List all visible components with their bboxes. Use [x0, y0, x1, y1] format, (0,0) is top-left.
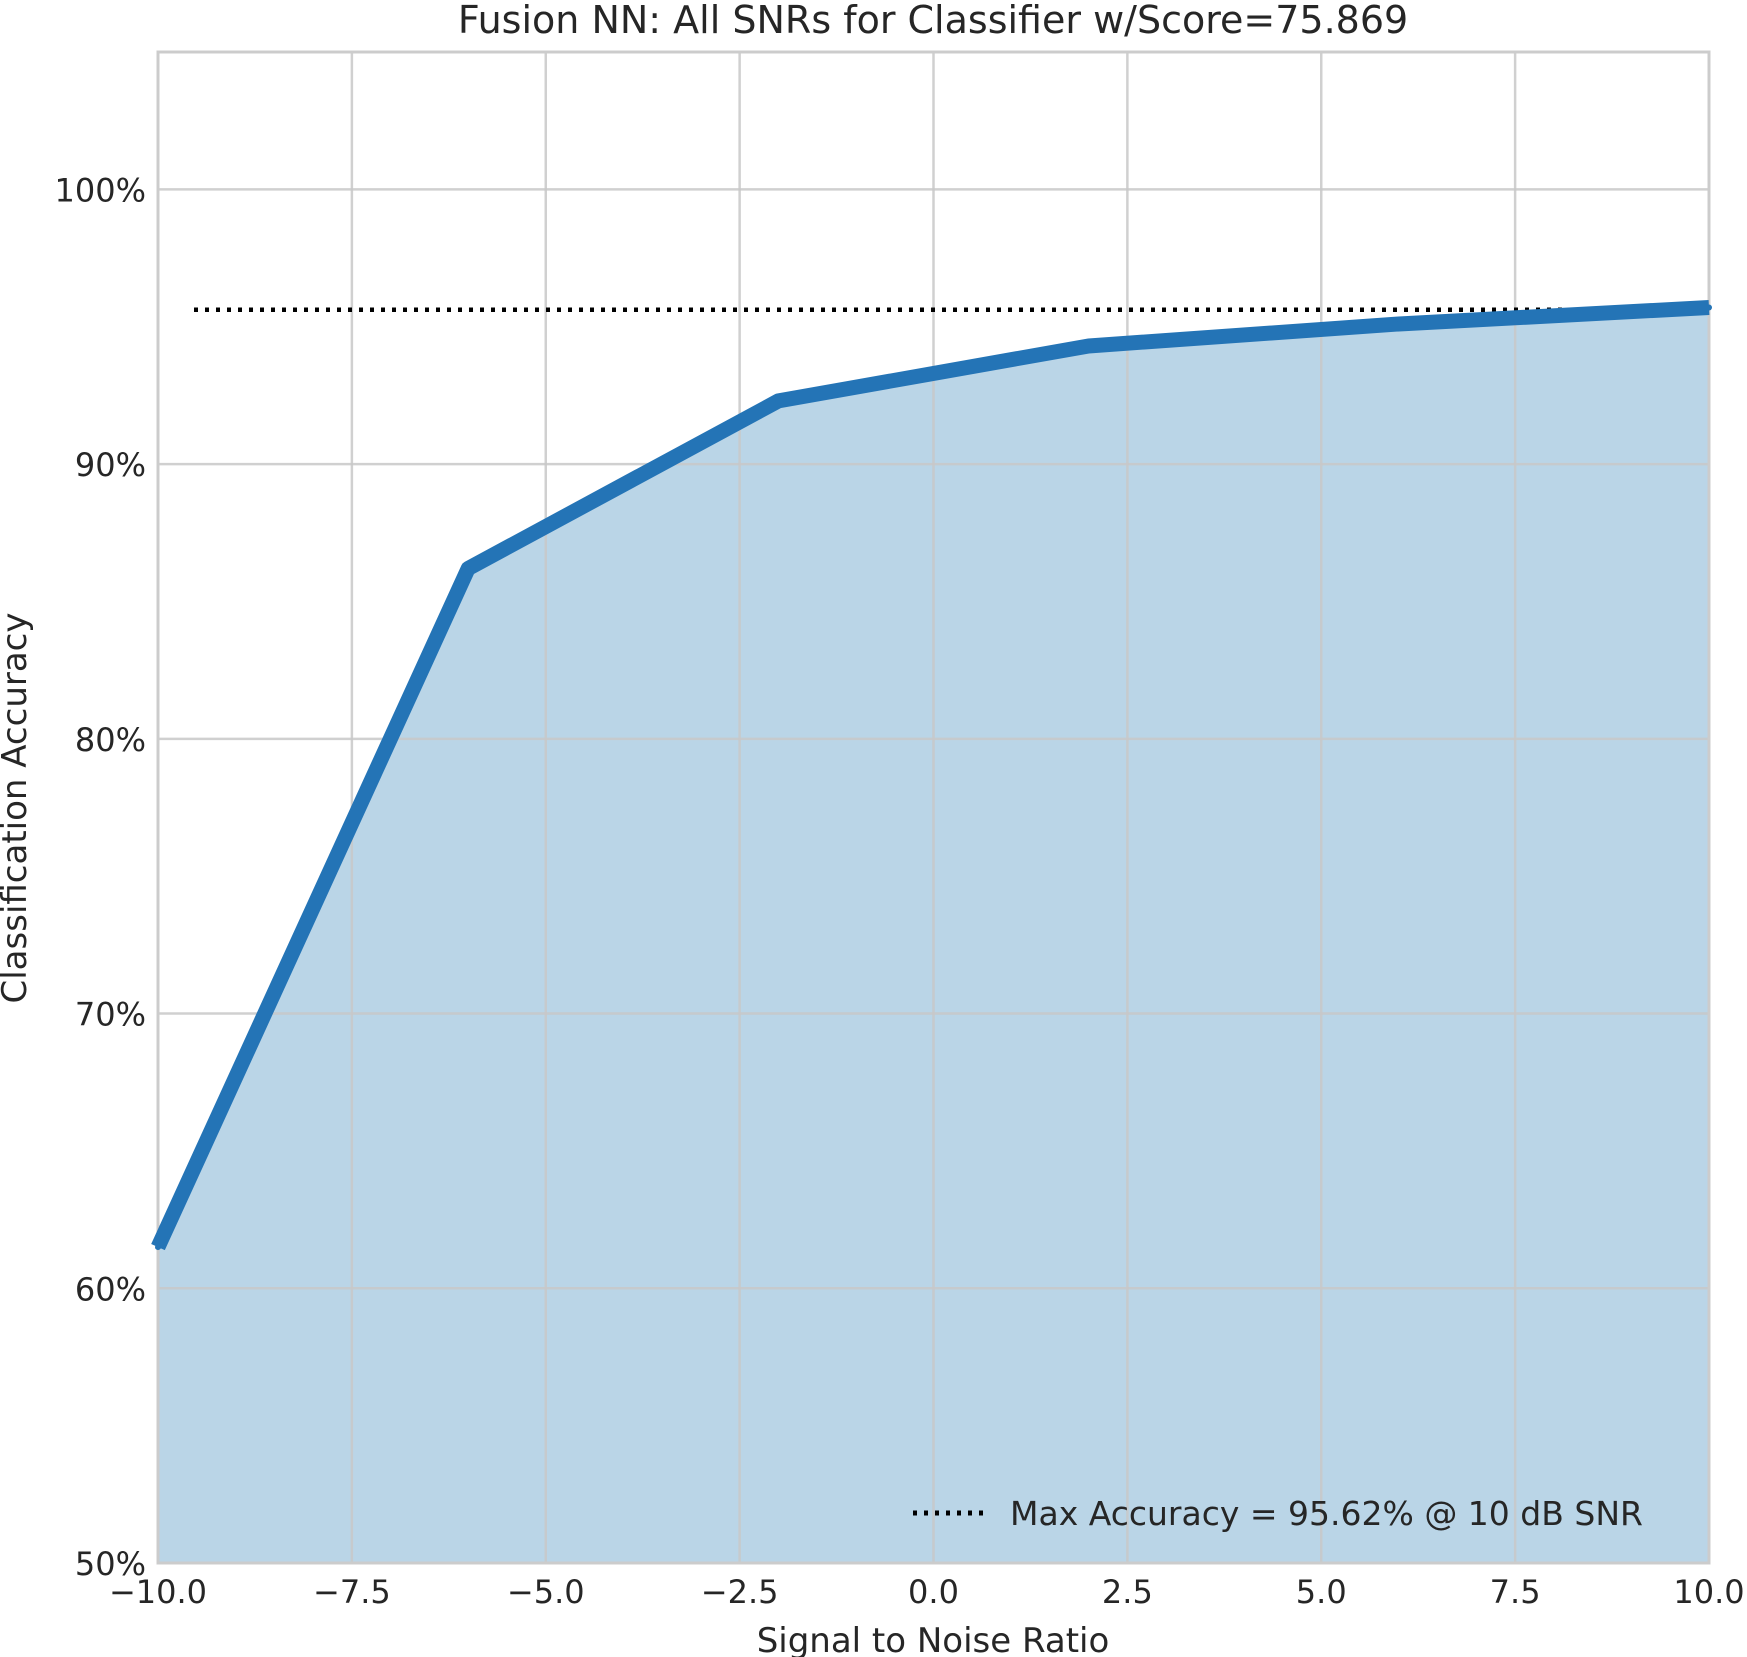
chart-title: Fusion NN: All SNRs for Classifier w/Sco…	[458, 0, 1408, 42]
x-tick-label: 2.5	[1102, 1573, 1153, 1611]
plot-area	[151, 50, 1712, 1565]
x-tick-label: 7.5	[1490, 1573, 1541, 1611]
y-tick-label: 70%	[75, 996, 146, 1034]
data-point	[155, 1244, 161, 1251]
plot-frame	[156, 50, 1711, 1565]
series-line	[151, 300, 1710, 1251]
data-point	[1085, 342, 1092, 349]
y-tick-label: 90%	[75, 446, 146, 484]
data-point	[1706, 304, 1712, 311]
data-point	[775, 397, 782, 404]
x-tick-label: −7.5	[313, 1573, 391, 1611]
x-axis-label: Signal to Noise Ratio	[757, 1621, 1110, 1657]
y-tick-label: 100%	[55, 171, 146, 209]
x-axis-ticks: −10.0 −7.5 −5.0 −2.5 0.0 2.5 5.0 7.5 10.0	[109, 1573, 1745, 1611]
x-tick-label: −2.5	[701, 1573, 779, 1611]
y-tick-label: 60%	[75, 1270, 146, 1308]
data-point	[465, 565, 472, 572]
x-tick-label: 5.0	[1296, 1573, 1347, 1611]
x-tick-label: −5.0	[507, 1573, 585, 1611]
legend: Max Accuracy = 95.62% @ 10 dB SNR	[913, 1494, 1643, 1533]
y-tick-label: 50%	[75, 1545, 146, 1583]
y-tick-label: 80%	[75, 721, 146, 759]
x-tick-label: −10.0	[109, 1573, 207, 1611]
x-tick-label: 10.0	[1673, 1573, 1744, 1611]
legend-label: Max Accuracy = 95.62% @ 10 dB SNR	[1010, 1494, 1643, 1533]
x-tick-label: 0.0	[908, 1573, 959, 1611]
data-point	[1395, 320, 1402, 327]
y-axis-ticks: 50% 60% 70% 80% 90% 100%	[55, 171, 146, 1583]
y-axis-label: Classification Accuracy	[0, 613, 35, 1004]
